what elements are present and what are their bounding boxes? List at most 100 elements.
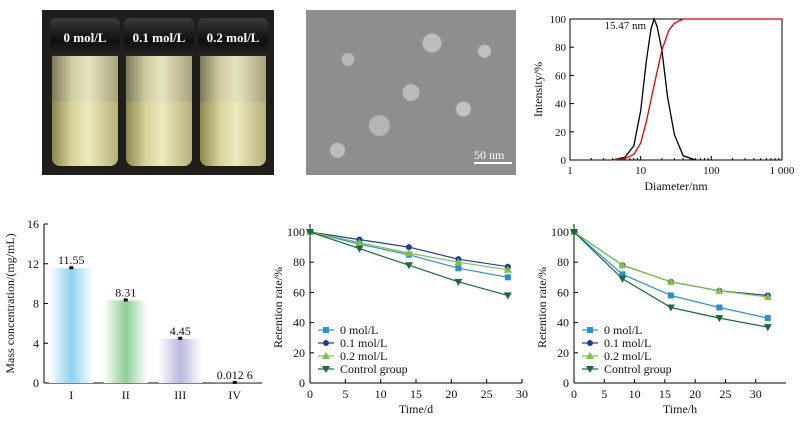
x-tick-label: I: [69, 388, 73, 402]
x-axis-label: Diameter/nm: [644, 179, 708, 193]
data-point-square: [667, 292, 674, 299]
data-point-down-triangle: [503, 292, 512, 300]
vial-cap: 0.1 mol/L: [124, 18, 194, 56]
data-point-triangle: [355, 238, 364, 246]
y-axis-label: Mass concentration/(mg/mL): [3, 233, 17, 373]
x-tick-label: 5: [342, 387, 348, 401]
peak-annotation: 15.47 nm: [604, 20, 646, 32]
data-point-down-triangle: [404, 262, 413, 270]
legend-label: 0 mol/L: [604, 323, 642, 337]
x-axis-label: Time/h: [663, 402, 697, 416]
vial-cap: 0.2 mol/L: [198, 18, 268, 56]
data-point-down-triangle: [618, 275, 627, 283]
legend-label: 0.2 mol/L: [604, 349, 651, 363]
series-line: [612, 18, 782, 161]
x-tick-label: 30: [750, 387, 762, 401]
error-bar: [123, 298, 128, 302]
vial-label: 0.1 mol/L: [132, 30, 186, 45]
y-tick-label: 60: [557, 285, 569, 299]
x-tick-label: 10: [629, 387, 641, 401]
x-tick-label: 25: [719, 387, 731, 401]
y-axis-label: Retention rate/%: [535, 267, 549, 348]
y-tick-label: 12: [27, 257, 39, 271]
y-tick-label: 0: [33, 376, 39, 390]
bar-value-label: 11.55: [58, 253, 85, 267]
x-tick-label: 0: [307, 387, 313, 401]
bar: [49, 268, 94, 383]
data-point-circle: [587, 340, 593, 346]
x-tick-label: 15: [659, 387, 671, 401]
data-point-triangle: [666, 277, 675, 285]
y-tick-label: 0: [299, 376, 305, 390]
x-tick-label: 20: [445, 387, 457, 401]
bar: [103, 300, 148, 383]
data-point-down-triangle: [570, 229, 578, 236]
data-point-triangle: [454, 258, 463, 266]
data-point-triangle: [404, 249, 413, 257]
data-point-down-triangle: [715, 315, 724, 323]
series-line: [573, 231, 768, 298]
error-bar: [178, 336, 183, 340]
data-point-down-triangle: [586, 366, 594, 373]
tem-scale-label: 50 nm: [474, 148, 505, 162]
y-tick-label: 8: [33, 297, 39, 311]
vial-label: 0 mol/L: [63, 30, 107, 45]
y-tick-label: 60: [293, 285, 305, 299]
y-axis-label: Retention rate/%: [271, 267, 285, 348]
data-point-square: [716, 304, 723, 311]
x-tick-label: 10: [375, 387, 387, 401]
error-bar: [69, 266, 74, 270]
data-point-square: [504, 274, 511, 281]
x-tick-label: 30: [516, 387, 528, 401]
bar-value-label: 0.012 6: [217, 368, 253, 382]
y-tick-label: 80: [293, 255, 305, 269]
data-point-down-triangle: [763, 324, 772, 332]
retention-days-chart: 0 20 40 60 80 100 0 5 10 15 20 25 30 0 mol/L0.1 mol/L…: [271, 224, 528, 416]
x-tick-label: 100: [703, 165, 720, 177]
data-point-circle: [405, 244, 412, 251]
y-tick-label: 40: [555, 99, 567, 111]
y-tick-label: 16: [27, 217, 39, 231]
data-point-down-triangle: [666, 304, 675, 312]
x-tick-label: III: [174, 388, 186, 402]
data-point-square: [619, 271, 626, 278]
x-tick-label: IV: [228, 388, 241, 402]
x-tick-label: II: [122, 388, 130, 402]
plot-frame: [569, 18, 783, 161]
data-point-square: [587, 327, 593, 333]
x-tick-label: 5: [601, 387, 607, 401]
y-tick-label: 80: [555, 42, 567, 54]
y-tick-label: 20: [557, 346, 569, 360]
data-point-square: [455, 265, 462, 272]
bar-value-label: 4.45: [170, 324, 191, 338]
data-point-square: [764, 315, 771, 322]
data-point-down-triangle: [322, 366, 330, 373]
data-point-circle: [323, 340, 329, 346]
data-point-triangle: [586, 352, 594, 359]
bar-value-label: 8.31: [115, 285, 136, 299]
y-tick-label: 100: [550, 14, 567, 26]
error-bar: [232, 380, 237, 384]
y-tick-label: 4: [33, 336, 39, 350]
vial-label: 0.2 mol/L: [206, 30, 260, 45]
x-tick-label: 1 000: [770, 165, 795, 177]
x-tick-label: 20: [689, 387, 701, 401]
legend-label: 0.2 mol/L: [340, 349, 387, 363]
data-point-triangle: [715, 286, 724, 294]
x-tick-label: 15: [410, 387, 422, 401]
data-point-down-triangle: [454, 278, 463, 286]
vial: 0.2 mol/L: [198, 18, 268, 168]
legend-label: 0.1 mol/L: [604, 336, 651, 350]
series-line: [612, 17, 696, 161]
concentration-chart: 0 4 8 12 16 11.55 I 8.31 II 4.45 III 0.012 6 IV Mass …: [3, 217, 262, 402]
series-line: [573, 231, 768, 296]
y-tick-label: 100: [287, 225, 305, 239]
tem-scale-bar: [474, 162, 512, 164]
vial: 0 mol/L: [50, 18, 120, 168]
y-tick-label: 40: [557, 316, 569, 330]
data-point-down-triangle: [355, 245, 364, 253]
x-axis-label: Time/d: [399, 402, 433, 416]
data-point-square: [323, 327, 329, 333]
vials-photo: 0 mol/L 0.1 mol/L 0.2 mol/L: [42, 10, 274, 175]
data-point-down-triangle: [306, 229, 314, 236]
